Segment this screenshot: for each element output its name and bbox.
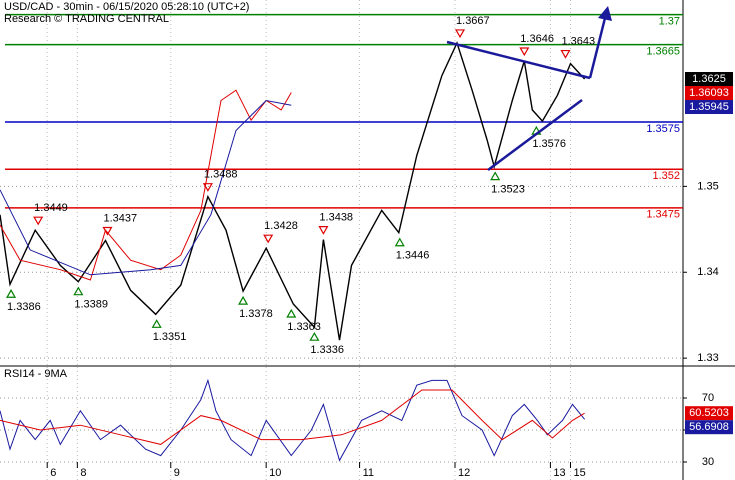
low-marker [394,237,405,247]
trendline [487,98,583,172]
low-label: 1.3389 [74,299,108,311]
last-value-label: 1.3625 [692,73,726,85]
low-label: 1.3386 [7,301,41,313]
series-line [0,89,292,281]
level-label: 1.3475 [646,209,680,221]
high-label: 1.3667 [456,15,490,27]
projection-arrow [588,17,607,79]
x-tick-label: 15 [574,467,586,479]
low-label: 1.3378 [239,308,273,320]
x-tick-label: 8 [80,467,86,479]
low-label: 1.3446 [396,250,430,262]
chart-title: USD/CAD - 30min - 06/15/2020 05:28:10 (U… [4,1,249,13]
high-label: 1.3438 [319,212,353,224]
high-label: 1.3646 [520,33,554,45]
y-tick-label: 30 [702,456,714,468]
low-label: 1.3523 [491,184,525,196]
low-label: 1.3363 [287,321,321,333]
y-tick-label: 70 [702,392,714,404]
last-value-box [685,100,733,115]
low-label: 1.3351 [153,331,187,343]
chart-subtitle: Research © TRADING CENTRAL [4,13,169,25]
series-line [0,99,292,276]
series-line [0,40,586,341]
level-label: 1.352 [652,170,680,182]
trendline [446,40,591,80]
last-value-box [685,72,733,87]
series-line [0,389,585,445]
high-marker [519,47,530,57]
high-marker [454,29,466,39]
x-tick-label: 6 [50,467,56,479]
last-value-box [685,420,733,435]
x-tick-label: 10 [269,467,281,479]
low-marker [6,289,17,298]
x-tick-label: 12 [458,467,470,479]
low-marker [238,295,249,305]
high-marker [318,226,329,235]
last-value-label: 1.36093 [689,87,729,99]
y-tick-label: 1.34 [697,266,718,278]
high-marker [102,226,113,236]
high-marker [202,183,213,192]
high-label: 1.3488 [204,169,238,181]
level-label: 1.3665 [646,46,680,58]
last-value-label: 1.35945 [689,101,729,113]
level-label: 1.3575 [646,123,680,135]
last-value-box [685,86,733,101]
last-value-label: 60.5203 [689,407,729,419]
high-label: 1.3437 [103,212,137,224]
high-label: 1.3449 [34,202,68,214]
x-tick-label: 13 [553,467,565,479]
high-marker [263,234,274,244]
y-tick-label: 1.33 [697,352,718,364]
last-value-label: 56.6908 [689,421,729,433]
high-label: 1.3643 [561,35,595,47]
y-tick-label: 1.35 [697,180,718,192]
arrow-head [598,6,612,21]
low-label: 1.3336 [310,344,344,356]
last-value-box [685,406,733,421]
high-label: 1.3428 [264,220,298,232]
rsi-title: RSI14 - 9MA [4,368,68,380]
low-marker [151,319,162,328]
series-line [0,378,585,462]
low-marker [309,332,320,341]
low-marker [73,286,84,296]
low-label: 1.3576 [532,138,566,150]
high-marker [33,216,44,226]
high-marker [560,49,571,59]
x-tick-label: 11 [363,467,374,479]
x-tick-label: 9 [174,467,180,479]
level-label: 1.37 [659,16,680,28]
low-marker [286,308,297,318]
low-marker [490,171,501,181]
